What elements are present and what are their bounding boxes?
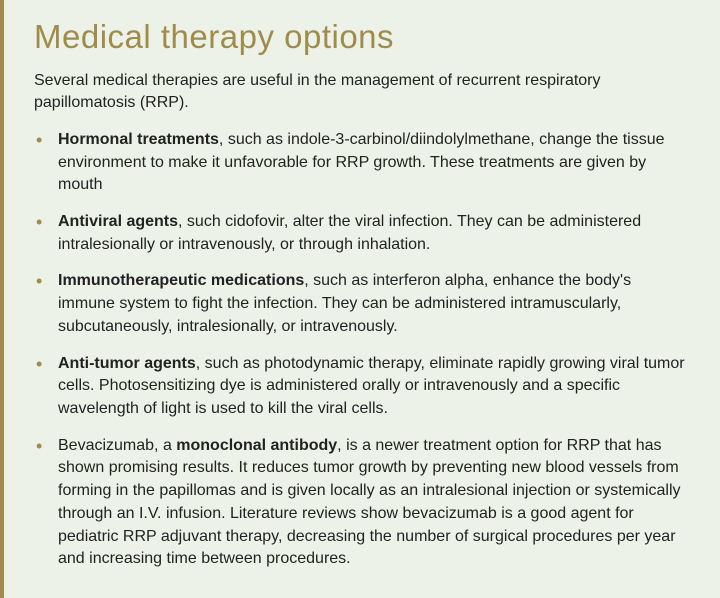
- item-bold-lead: Antiviral agents: [58, 213, 178, 230]
- item-post: , is a newer treatment option for RRP th…: [58, 437, 681, 568]
- item-sep: ,: [196, 355, 205, 372]
- item-bold-lead: Anti-tumor agents: [58, 355, 196, 372]
- item-pre: Bevacizumab, a: [58, 437, 176, 454]
- therapy-list: Hormonal treatments, such as indole-3-ca…: [34, 129, 690, 571]
- item-sep: ,: [304, 272, 313, 289]
- item-bold-lead: Immunotherapeutic medications: [58, 272, 304, 289]
- list-item: Immunotherapeutic medications, such as i…: [34, 270, 690, 338]
- item-bold-mid: monoclonal antibody: [176, 437, 337, 454]
- item-sep: ,: [178, 213, 187, 230]
- list-item: Anti-tumor agents, such as photodynamic …: [34, 353, 690, 421]
- panel-intro: Several medical therapies are useful in …: [34, 70, 690, 115]
- item-bold-lead: Hormonal treatments: [58, 131, 219, 148]
- list-item: Antiviral agents, such cidofovir, alter …: [34, 211, 690, 256]
- panel-title: Medical therapy options: [34, 18, 690, 56]
- list-item: Bevacizumab, a monoclonal antibody, is a…: [34, 435, 690, 571]
- medical-therapy-panel: Medical therapy options Several medical …: [0, 0, 720, 598]
- list-item: Hormonal treatments, such as indole-3-ca…: [34, 129, 690, 197]
- item-sep: ,: [219, 131, 228, 148]
